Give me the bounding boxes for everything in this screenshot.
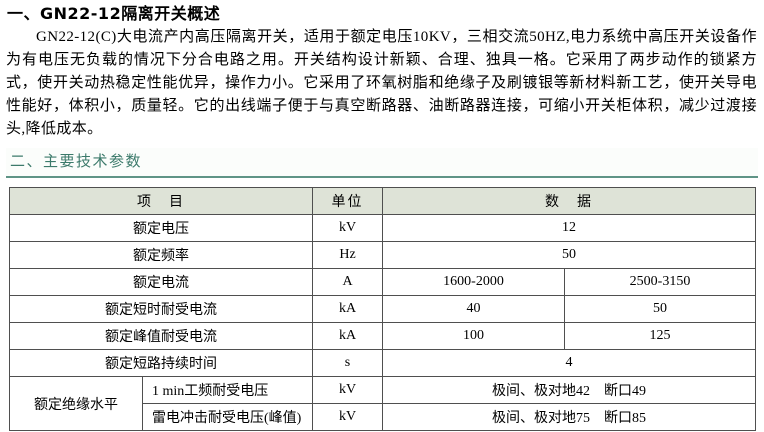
table-row-peak-withstand-current: 额定峰值耐受电流 kA 100 125 (9, 322, 756, 350)
data-cell: 4 (382, 349, 756, 377)
table-row-rated-frequency: 额定频率 Hz 50 (9, 241, 756, 269)
unit-cell: kA (312, 322, 383, 350)
unit-cell: Hz (312, 241, 383, 269)
table-row-power-frequency-withstand-voltage: 额定绝缘水平 1 min工频耐受电压 kV 极间、极对地42 断口49 (9, 376, 756, 431)
unit-cell: A (312, 268, 383, 296)
item-cell: 额定短时耐受电流 (9, 295, 313, 323)
table-row-rated-current: 额定电流 A 1600-2000 2500-3150 (9, 268, 756, 296)
table-header-row: 项 目 单位 数 据 (9, 187, 756, 215)
data-cell-left: 1600-2000 (382, 268, 565, 296)
data-cell-right: 50 (564, 295, 756, 323)
col-header-data: 数 据 (382, 187, 756, 215)
unit-cell: kV (312, 214, 383, 242)
subitem-cell: 雷电冲击耐受电压(峰值) (142, 403, 313, 431)
section2-heading: 二、主要技术参数 (6, 148, 758, 178)
unit-cell: kA (312, 295, 383, 323)
col-header-unit: 单位 (312, 187, 383, 215)
subitem-cell: 1 min工频耐受电压 (142, 376, 313, 404)
data-cell: 极间、极对地42 断口49 (382, 376, 756, 404)
unit-cell: kV (312, 403, 383, 431)
item-cell: 额定电流 (9, 268, 313, 296)
item-cell: 额定电压 (9, 214, 313, 242)
data-cell: 12 (382, 214, 756, 242)
data-cell: 50 (382, 241, 756, 269)
table-row-short-circuit-duration: 额定短路持续时间 s 4 (9, 349, 756, 377)
document-page: 一、GN22-12隔离开关概述 GN22-12(C)大电流产内高压隔离开关，适用… (0, 3, 764, 432)
insulation-group-cell: 额定绝缘水平 (9, 376, 143, 431)
section1-paragraph: GN22-12(C)大电流产内高压隔离开关，适用于额定电压10KV，三相交流50… (6, 29, 757, 137)
table-row-short-time-withstand-current: 额定短时耐受电流 kA 40 50 (9, 295, 756, 323)
unit-cell: s (312, 349, 383, 377)
unit-cell: kV (312, 376, 383, 404)
item-cell: 额定短路持续时间 (9, 349, 313, 377)
data-cell-left: 100 (382, 322, 565, 350)
item-cell: 额定频率 (9, 241, 313, 269)
data-cell-right: 125 (564, 322, 756, 350)
data-cell: 极间、极对地75 断口85 (382, 403, 756, 431)
section1-heading: 一、GN22-12隔离开关概述 (7, 4, 221, 23)
data-cell-right: 2500-3150 (564, 268, 756, 296)
table-row-rated-voltage: 额定电压 kV 12 (9, 214, 756, 242)
table-row-lightning-impulse-withstand-voltage: 雷电冲击耐受电压(峰值) kV 极间、极对地75 断口85 (10, 403, 756, 431)
data-cell-left: 40 (382, 295, 565, 323)
tech-params-table: 项 目 单位 数 据 额定电压 kV 12 额定频率 Hz 50 额定电流 A … (9, 187, 756, 431)
item-cell: 额定峰值耐受电流 (9, 322, 313, 350)
col-header-item: 项 目 (9, 187, 313, 215)
